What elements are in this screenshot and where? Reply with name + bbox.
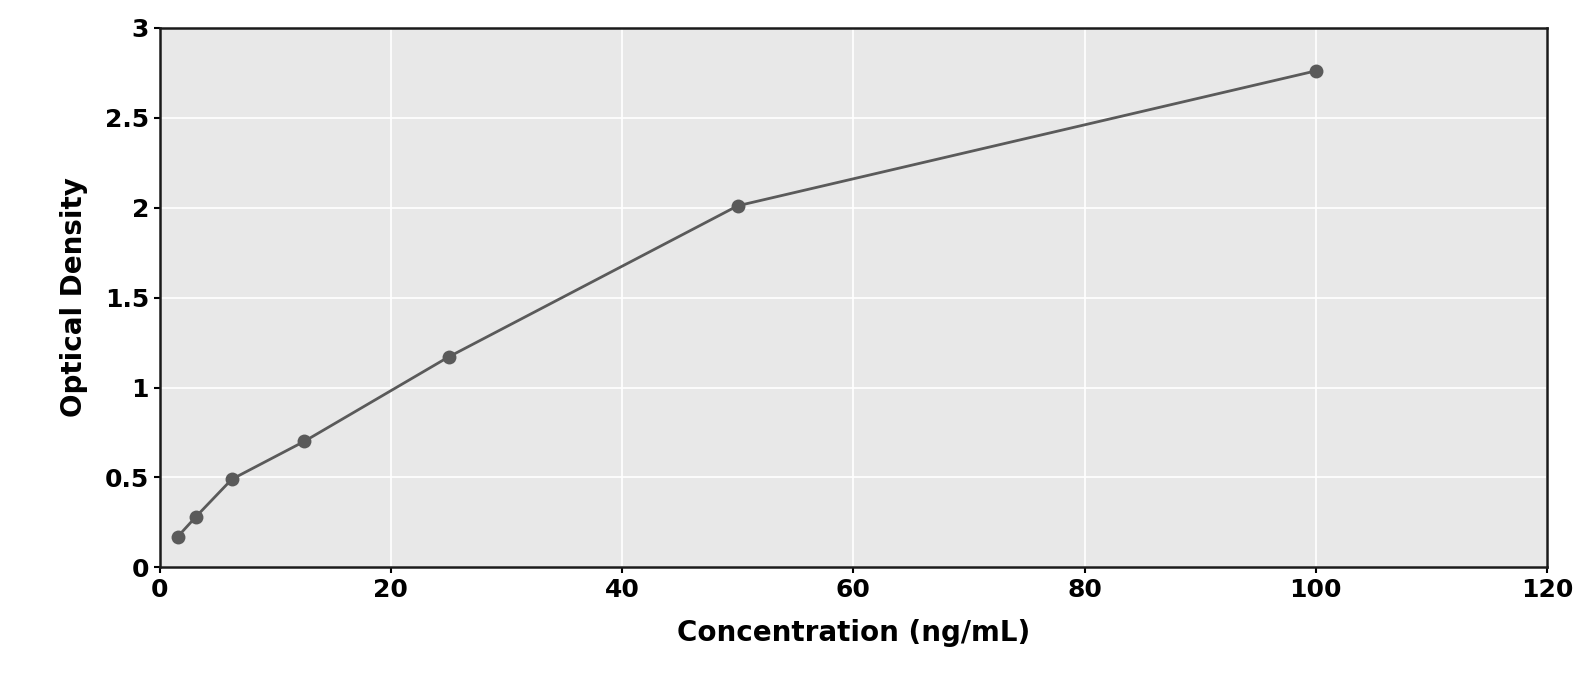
X-axis label: Concentration (ng/mL): Concentration (ng/mL) <box>676 619 1030 646</box>
Point <box>724 200 751 211</box>
Point <box>1303 65 1329 76</box>
Point <box>164 531 190 543</box>
Point <box>435 352 461 363</box>
Point <box>183 511 209 522</box>
Point <box>292 436 317 447</box>
Y-axis label: Optical Density: Optical Density <box>61 178 88 417</box>
Point <box>219 474 244 485</box>
